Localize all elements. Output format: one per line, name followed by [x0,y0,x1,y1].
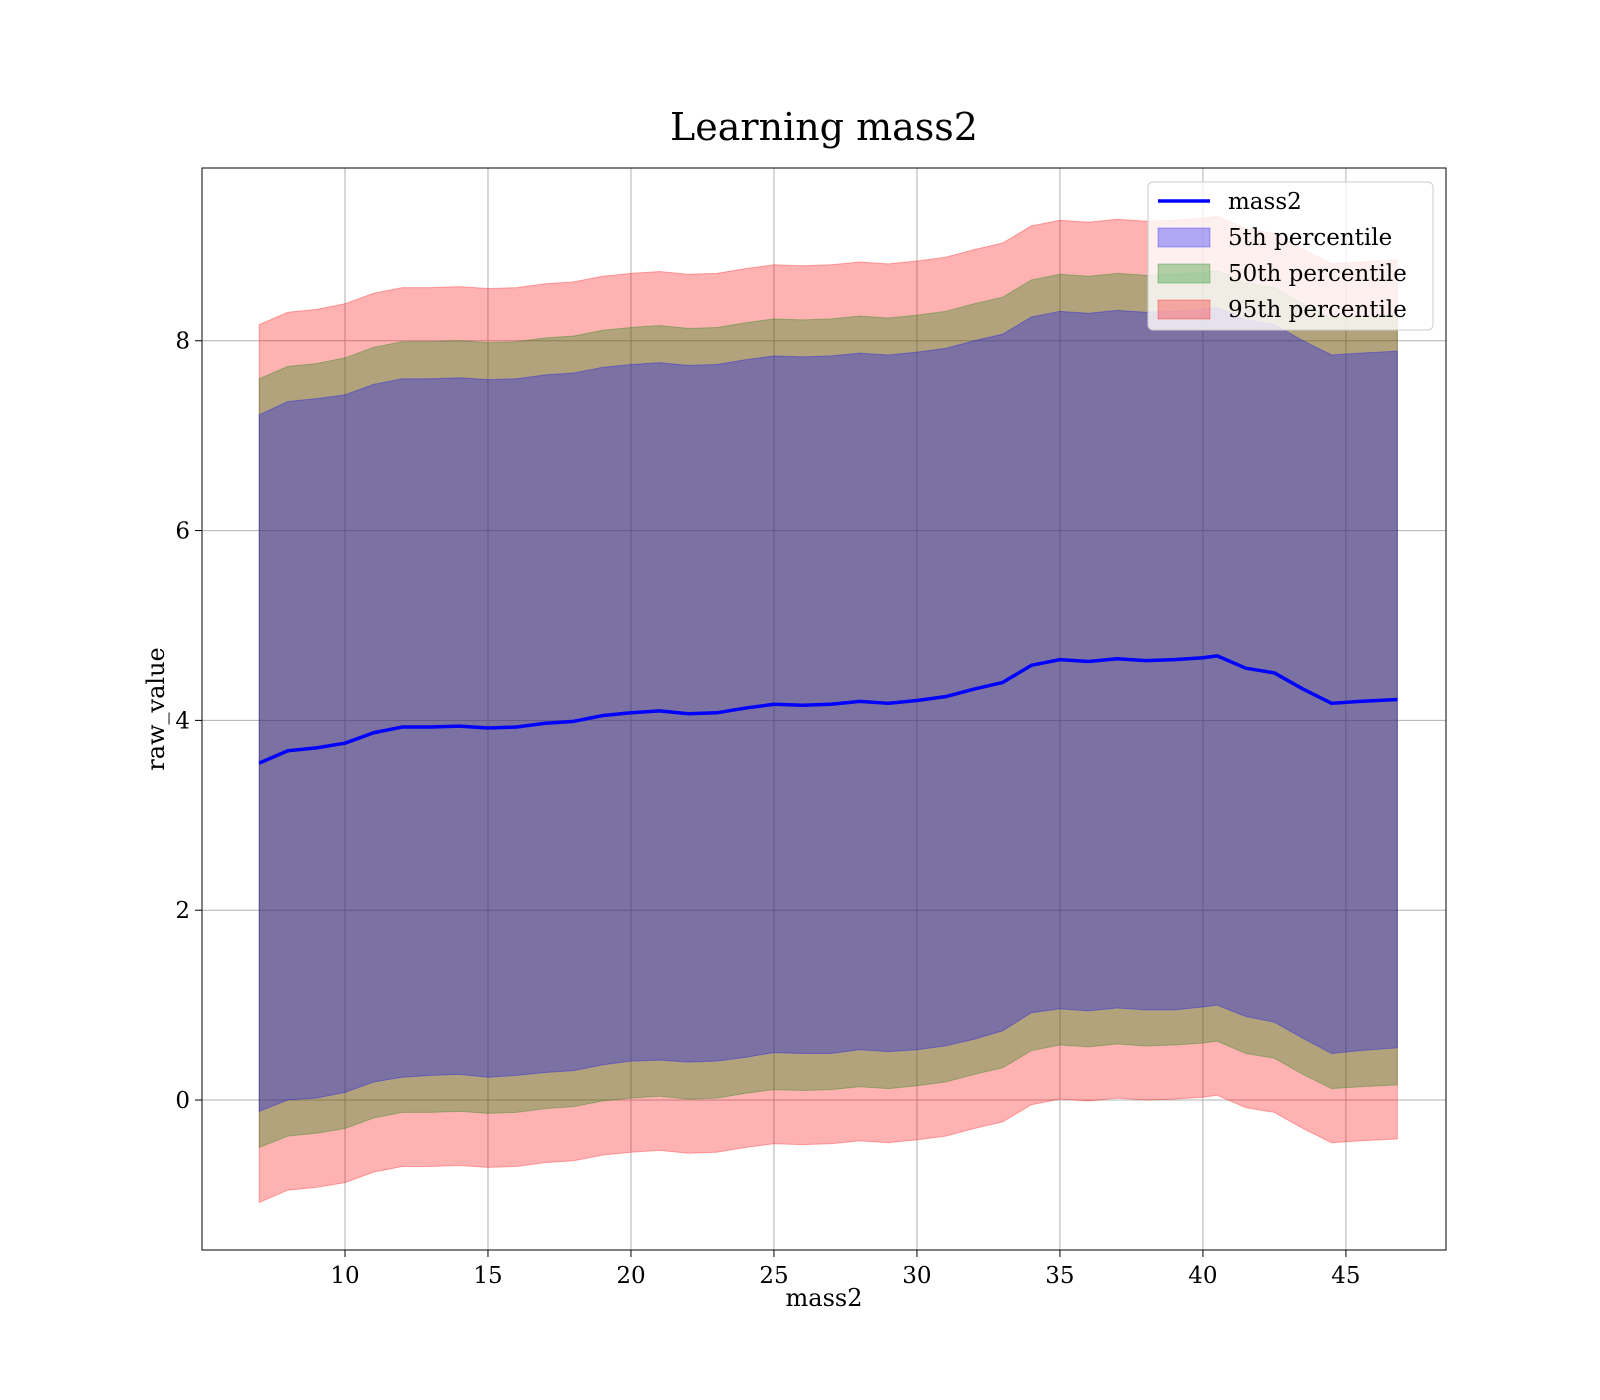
x-tick-label: 30 [902,1263,931,1289]
x-tick-label: 20 [616,1263,645,1289]
legend-patch-swatch [1157,227,1211,248]
x-tick-label: 35 [1045,1263,1074,1289]
band-50th-percentile [258,269,1398,1149]
legend-patch-swatch [1157,263,1211,284]
y-tick-label: 0 [175,1088,190,1114]
y-tick-label: 2 [175,898,190,924]
legend-label: 5th percentile [1228,225,1392,251]
x-tick-label: 25 [759,1263,788,1289]
x-tick-label: 40 [1188,1263,1217,1289]
series-line-mass2 [258,654,1398,765]
band-5th-percentile [258,307,1398,1113]
plot-frame [201,167,1447,1251]
y-axis-label: raw_value [142,647,170,771]
y-tick-label: 6 [175,519,190,545]
x-axis-label: mass2 [786,1284,863,1312]
chart-title: Learning mass2 [670,105,978,149]
x-tick-label: 45 [1331,1263,1360,1289]
grid-lines [202,168,1446,1250]
y-tick-label: 4 [175,708,190,734]
x-tick-label: 10 [330,1263,359,1289]
percentile-bands [258,215,1398,1204]
legend-patch-swatch [1157,299,1211,320]
legend-label: 50th percentile [1228,261,1407,287]
legend-label: mass2 [1228,189,1302,215]
band-95th-percentile [258,215,1398,1204]
series-lines [258,654,1398,765]
legend: mass2 5th percentile 50th percentile 95th p… [1147,181,1434,331]
legend-label: 95th percentile [1228,297,1407,323]
legend-box [1147,181,1434,331]
x-tick-label: 15 [473,1263,502,1289]
y-tick-label: 8 [175,329,190,355]
axis-ticks: 10 15 20 25 30 35 40 45 0 2 4 6 8 [175,329,1360,1289]
